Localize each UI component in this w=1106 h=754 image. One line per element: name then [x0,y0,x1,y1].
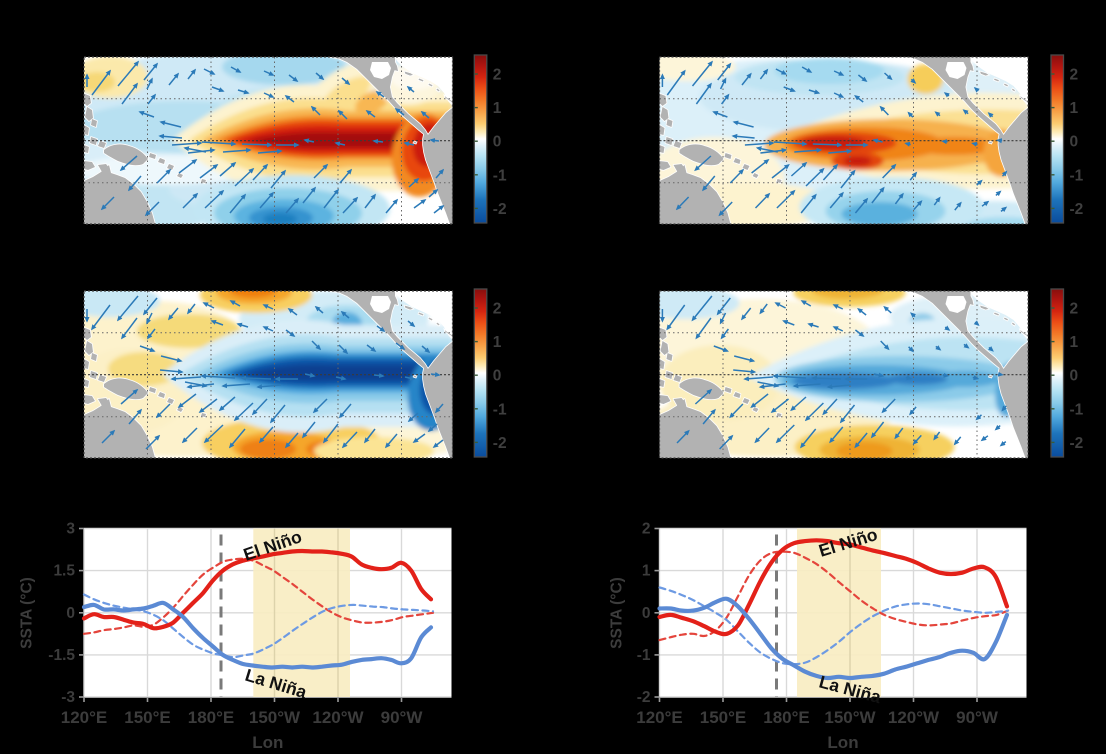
svg-text:120°E: 120°E [636,708,683,727]
svg-text:120°W: 120°W [312,708,364,727]
svg-text:0: 0 [1070,368,1079,385]
svg-text:-1: -1 [637,647,651,664]
svg-text:Lon: Lon [252,733,283,749]
svg-text:120°E: 120°E [61,708,108,727]
svg-text:SSTA (°C): SSTA (°C) [19,577,36,649]
svg-text:1: 1 [1070,100,1079,117]
svg-text:180°E: 180°E [763,708,810,727]
svg-text:150°E: 150°E [700,708,747,727]
svg-text:-2: -2 [1070,201,1084,218]
svg-text:-1: -1 [1070,167,1084,184]
svg-text:2: 2 [1070,67,1079,84]
svg-text:-1.5: -1.5 [48,647,75,664]
svg-text:0: 0 [66,605,75,622]
svg-text:150°W: 150°W [824,708,876,727]
svg-text:-3: -3 [61,689,75,706]
svg-text:2: 2 [642,521,651,538]
svg-text:SSTA (°C): SSTA (°C) [609,577,626,649]
svg-text:150°W: 150°W [249,708,301,727]
svg-text:1.5: 1.5 [53,563,75,580]
svg-text:-1: -1 [1070,401,1084,418]
svg-text:1: 1 [642,563,651,580]
svg-text:150°E: 150°E [124,708,171,727]
svg-text:2: 2 [1070,301,1079,318]
svg-text:90°W: 90°W [956,708,999,727]
svg-text:-2: -2 [1070,435,1084,452]
svg-text:2: 2 [493,301,502,318]
svg-text:180°E: 180°E [188,708,235,727]
svg-text:2: 2 [493,67,502,84]
svg-text:1: 1 [493,334,502,351]
svg-text:-1: -1 [493,167,507,184]
svg-text:-2: -2 [493,435,507,452]
svg-text:1: 1 [493,100,502,117]
svg-text:0: 0 [642,605,651,622]
svg-text:-2: -2 [637,689,651,706]
svg-text:0: 0 [493,134,502,151]
svg-text:1: 1 [1070,334,1079,351]
svg-text:0: 0 [1070,134,1079,151]
svg-text:Lon: Lon [827,733,858,749]
svg-text:3: 3 [66,521,75,538]
svg-text:-1: -1 [493,401,507,418]
svg-text:90°W: 90°W [381,708,424,727]
svg-text:-2: -2 [493,201,507,218]
svg-text:0: 0 [493,368,502,385]
svg-text:120°W: 120°W [888,708,940,727]
